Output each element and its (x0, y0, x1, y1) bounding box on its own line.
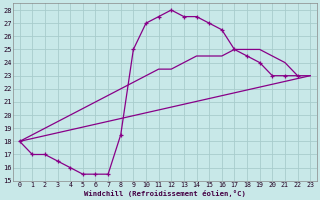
X-axis label: Windchill (Refroidissement éolien,°C): Windchill (Refroidissement éolien,°C) (84, 190, 246, 197)
